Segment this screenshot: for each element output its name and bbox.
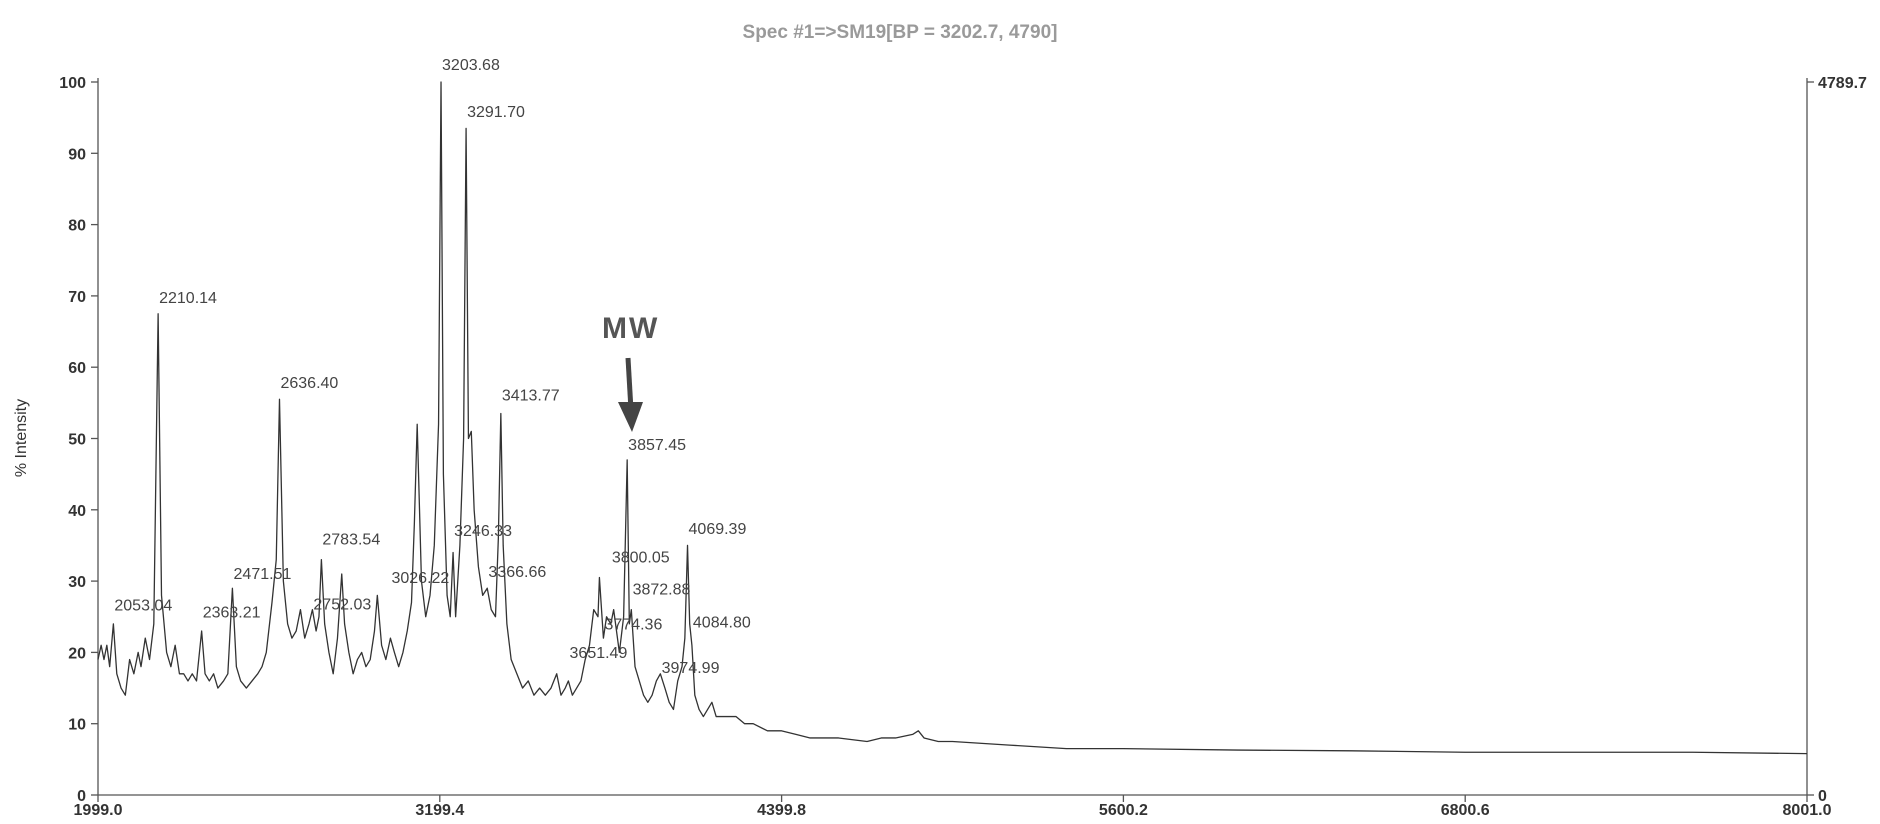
annotation: MW bbox=[602, 312, 659, 345]
y-tick-label: 10 bbox=[68, 717, 86, 734]
peak-label: 2210.14 bbox=[159, 290, 217, 307]
y-tick-label: 60 bbox=[68, 360, 86, 377]
peak-label: 2783.54 bbox=[322, 532, 380, 549]
y-tick-label: 0 bbox=[77, 788, 86, 805]
x-tick-label: 6800.6 bbox=[1441, 802, 1490, 819]
arrow-head bbox=[618, 402, 643, 432]
y2-tick-label: 4789.7 bbox=[1818, 75, 1867, 92]
x-tick-label: 1999.0 bbox=[74, 802, 123, 819]
peak-label: 4069.39 bbox=[689, 521, 747, 538]
x-tick-label: 8001.0 bbox=[1783, 802, 1832, 819]
peak-label: 3857.45 bbox=[628, 437, 686, 454]
peak-label: 3246.33 bbox=[454, 523, 512, 540]
peak-label: 3872.88 bbox=[633, 582, 691, 599]
arrow-shaft bbox=[625, 357, 634, 411]
peak-label: 3413.77 bbox=[502, 388, 560, 405]
spectrum-line bbox=[97, 81, 1808, 755]
y-tick-label: 30 bbox=[68, 574, 86, 591]
peak-label: 3800.05 bbox=[612, 550, 670, 567]
peak-label: 2471.51 bbox=[234, 566, 292, 583]
y-tick-label: 70 bbox=[68, 289, 86, 306]
peak-label: 3026.22 bbox=[391, 570, 449, 587]
peak-label: 2053.04 bbox=[114, 597, 172, 614]
x-tick-label: 4399.8 bbox=[757, 802, 806, 819]
x-tick-label: 5600.2 bbox=[1099, 802, 1148, 819]
peak-label: 2636.40 bbox=[280, 375, 338, 392]
peak-label: 3291.70 bbox=[467, 104, 525, 121]
y-tick-label: 40 bbox=[68, 503, 86, 520]
peak-label: 2363.21 bbox=[203, 604, 261, 621]
y-tick-label: 100 bbox=[59, 75, 86, 92]
y2-tick-label: 0 bbox=[1818, 788, 1827, 805]
peak-label: 3774.36 bbox=[605, 617, 663, 634]
peak-label: 2752.03 bbox=[313, 597, 371, 614]
x-tick-label: 3199.4 bbox=[415, 802, 464, 819]
y-tick-label: 90 bbox=[68, 146, 86, 163]
peak-label: 4084.80 bbox=[693, 614, 751, 631]
peak-label: 3203.68 bbox=[442, 57, 500, 74]
peak-label: 3974.99 bbox=[662, 660, 720, 677]
y-axis-label: % Intensity bbox=[13, 399, 30, 477]
y-tick-label: 20 bbox=[68, 645, 86, 662]
y-tick-label: 80 bbox=[68, 218, 86, 235]
peak-label: 3366.66 bbox=[488, 564, 546, 581]
chart-title: Spec #1=>SM19[BP = 3202.7, 4790] bbox=[743, 22, 1058, 43]
peak-label: 3651.49 bbox=[570, 645, 628, 662]
annotation-arrow: MW bbox=[602, 312, 659, 432]
y-tick-label: 50 bbox=[68, 432, 86, 449]
